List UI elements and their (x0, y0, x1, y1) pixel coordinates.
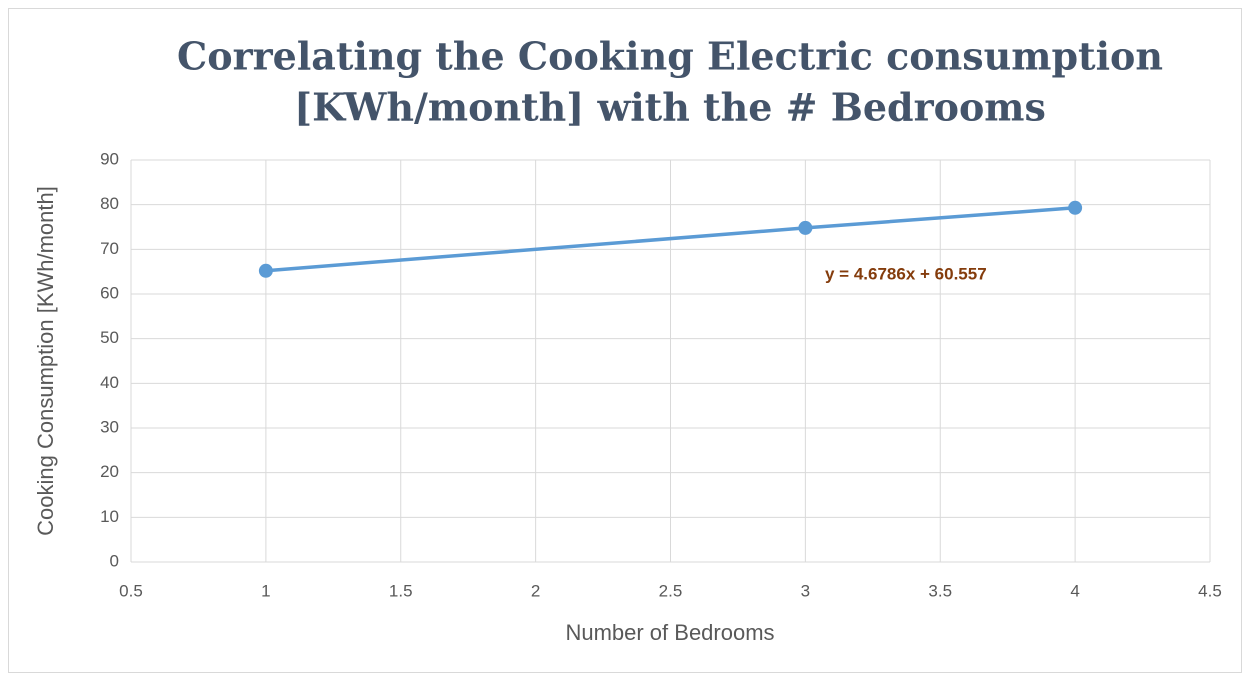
y-tick-label: 30 (100, 417, 119, 436)
chart-title: [KWh/month] with the # Bedrooms (294, 85, 1046, 130)
chart-title: Correlating the Cooking Electric consump… (177, 34, 1163, 79)
y-tick-label: 50 (100, 328, 119, 347)
y-axis-title: Cooking Consumption [KWh/month] (33, 186, 58, 536)
x-tick-label: 2 (531, 581, 540, 600)
data-point (258, 263, 273, 278)
y-tick-label: 60 (100, 283, 119, 302)
y-tick-label: 20 (100, 462, 119, 481)
y-tick-label: 70 (100, 239, 119, 258)
y-tick-label: 90 (100, 149, 119, 168)
x-tick-label: 1 (261, 581, 270, 600)
x-axis-title: Number of Bedrooms (565, 620, 774, 645)
y-tick-label: 0 (110, 551, 119, 570)
y-tick-label: 80 (100, 194, 119, 213)
y-tick-label: 40 (100, 373, 119, 392)
x-tick-label: 0.5 (119, 581, 143, 600)
x-tick-label: 3 (801, 581, 810, 600)
x-tick-label: 2.5 (659, 581, 683, 600)
x-tick-label: 4 (1070, 581, 1079, 600)
data-point (1068, 200, 1083, 215)
y-tick-label: 10 (100, 507, 119, 526)
x-tick-label: 1.5 (389, 581, 413, 600)
x-tick-label: 4.5 (1198, 581, 1222, 600)
x-tick-label: 3.5 (928, 581, 952, 600)
data-point (798, 220, 813, 235)
trendline-equation: y = 4.6786x + 60.557 (825, 264, 987, 283)
